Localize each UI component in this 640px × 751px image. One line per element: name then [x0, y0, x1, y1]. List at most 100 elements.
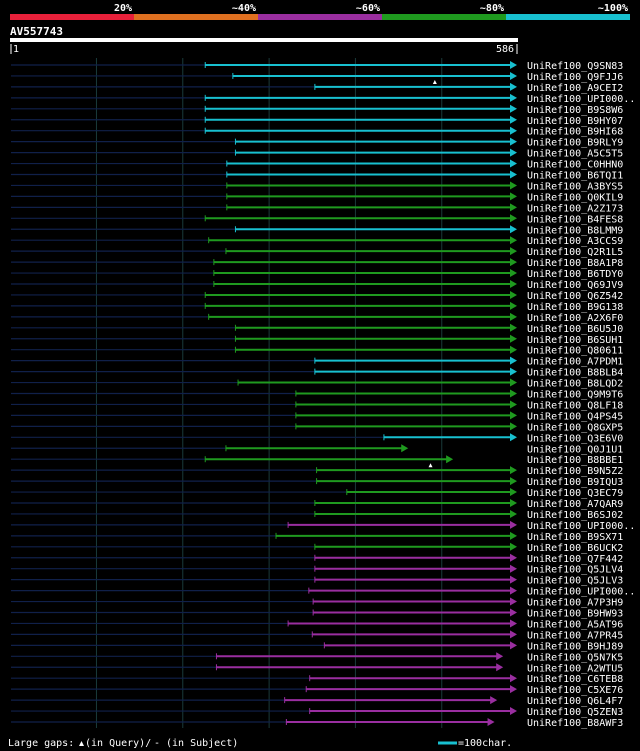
hit-row[interactable]: UniRef100_A5AT96	[11, 619, 623, 630]
hit-row[interactable]: UniRef100_UPI000..	[11, 93, 635, 105]
hit-row[interactable]: UniRef100_Q9SN83	[11, 61, 623, 72]
hit-row[interactable]: UniRef100_A7QAR9	[11, 499, 623, 510]
hit-row[interactable]: UniRef100_Q3EC79	[11, 488, 623, 499]
hit-label[interactable]: UniRef100_B8A1P8	[527, 258, 623, 269]
hit-row[interactable]: UniRef100_Q8LF18	[11, 400, 623, 411]
hit-row[interactable]: UniRef100_B9N5Z2	[11, 466, 623, 477]
hit-label[interactable]: UniRef100_B6UCK2	[527, 543, 623, 554]
hit-label[interactable]: UniRef100_Q0KIL9	[527, 192, 623, 203]
hit-row[interactable]: UniRef100_C6TEB8	[11, 674, 623, 685]
hit-label[interactable]: UniRef100_B4FES8	[527, 214, 623, 225]
hit-row[interactable]: UniRef100_Q3E6V0	[11, 433, 623, 444]
hit-label[interactable]: UniRef100_Q2R1L5	[527, 247, 623, 258]
hit-row[interactable]: UniRef100_B6TDY0	[11, 269, 623, 280]
hit-row[interactable]: UniRef100_A5C5T5	[11, 148, 623, 160]
hit-label[interactable]: UniRef100_UPI000..	[527, 587, 635, 598]
hit-row[interactable]: UniRef100_B6TQI1	[11, 170, 623, 182]
hit-row[interactable]: UniRef100_B9G138	[11, 301, 623, 313]
hit-label[interactable]: UniRef100_B9HY07	[527, 116, 623, 127]
hit-label[interactable]: UniRef100_B8AWF3	[527, 718, 623, 729]
hit-label[interactable]: UniRef100_A3BYS5	[527, 181, 623, 192]
hit-label[interactable]: UniRef100_C0HHN0	[527, 160, 623, 171]
hit-label[interactable]: UniRef100_B9SX71	[527, 532, 623, 543]
hit-label[interactable]: UniRef100_B9IQU3	[527, 477, 623, 488]
hit-row[interactable]: UniRef100_A2X6F0	[11, 312, 623, 324]
hit-row[interactable]: UniRef100_B9IQU3	[11, 477, 623, 488]
hit-label[interactable]: UniRef100_A9CEI2	[527, 83, 623, 94]
hit-label[interactable]: UniRef100_Q3EC79	[527, 488, 623, 499]
hit-row[interactable]: UniRef100_A3CCS9	[11, 236, 623, 247]
hit-label[interactable]: UniRef100_B8LQD2	[527, 379, 623, 390]
hit-row[interactable]: UniRef100_Q6L4F7	[11, 696, 623, 707]
hit-label[interactable]: UniRef100_B9S8W6	[527, 105, 623, 116]
hit-row[interactable]: UniRef100_B9S8W6	[11, 104, 623, 116]
hit-row[interactable]: UniRef100_A2Z173	[11, 203, 623, 214]
hit-label[interactable]: UniRef100_Q6Z542	[527, 291, 623, 302]
hit-label[interactable]: UniRef100_B9N5Z2	[527, 466, 623, 477]
hit-row[interactable]: UniRef100_B6SJ02	[11, 509, 623, 521]
hit-label[interactable]: UniRef100_Q6L4F7	[527, 696, 623, 707]
hit-row[interactable]: UniRef100_B9HJ89	[11, 641, 623, 652]
hit-row[interactable]: UniRef100_B8LMM9	[11, 225, 623, 236]
hit-label[interactable]: UniRef100_Q80611	[527, 346, 623, 357]
hit-label[interactable]: UniRef100_Q9M9T6	[527, 390, 623, 401]
hit-row[interactable]: UniRef100_UPI000..	[11, 520, 635, 532]
hit-row[interactable]: UniRef100_Q80611	[11, 345, 623, 357]
hit-row[interactable]: UniRef100_B6U5J0	[11, 323, 623, 335]
hit-row[interactable]: UniRef100_B9HY07	[11, 115, 623, 127]
hit-label[interactable]: UniRef100_B6SJ02	[527, 510, 623, 521]
hit-row[interactable]: UniRef100_Q9FJJ6	[11, 71, 623, 84]
hit-label[interactable]: UniRef100_B6TDY0	[527, 269, 623, 280]
hit-row[interactable]: UniRef100_Q0KIL9	[11, 192, 623, 203]
hit-row[interactable]: UniRef100_A2WTU5	[11, 663, 623, 674]
hit-row[interactable]: UniRef100_C5XE76	[11, 685, 623, 696]
hit-label[interactable]: UniRef100_B9RLY9	[527, 138, 623, 149]
hit-label[interactable]: UniRef100_A5C5T5	[527, 149, 623, 160]
hit-label[interactable]: UniRef100_Q9FJJ6	[527, 72, 623, 83]
hit-label[interactable]: UniRef100_A5AT96	[527, 619, 623, 630]
hit-label[interactable]: UniRef100_A3CCS9	[527, 236, 623, 247]
hit-label[interactable]: UniRef100_A2Z173	[527, 203, 623, 214]
hit-label[interactable]: UniRef100_Q5ZEN3	[527, 707, 623, 718]
hit-row[interactable]: UniRef100_Q7F442	[11, 553, 623, 565]
hit-label[interactable]: UniRef100_A7PR45	[527, 630, 623, 641]
hit-row[interactable]: UniRef100_B8A1P8	[11, 258, 623, 269]
hit-label[interactable]: UniRef100_B9G138	[527, 302, 623, 313]
hit-row[interactable]: UniRef100_B6UCK2	[11, 542, 623, 554]
hit-label[interactable]: UniRef100_A2WTU5	[527, 663, 623, 674]
hit-row[interactable]: UniRef100_B6SUH1	[11, 334, 623, 346]
hit-label[interactable]: UniRef100_Q9SN83	[527, 61, 623, 72]
hit-label[interactable]: UniRef100_B9HJ89	[527, 641, 623, 652]
hit-label[interactable]: UniRef100_C5XE76	[527, 685, 623, 696]
hit-row[interactable]: UniRef100_B9SX71	[11, 531, 623, 543]
hit-row[interactable]: UniRef100_B4FES8	[11, 214, 623, 225]
hit-label[interactable]: UniRef100_Q8GXP5	[527, 422, 623, 433]
hit-label[interactable]: UniRef100_C6TEB8	[527, 674, 623, 685]
hit-label[interactable]: UniRef100_UPI000..	[527, 94, 635, 105]
hit-row[interactable]: UniRef100_Q4PS45	[11, 411, 623, 422]
hit-label[interactable]: UniRef100_Q7F442	[527, 554, 623, 565]
hit-row[interactable]: UniRef100_A9CEI2	[11, 82, 623, 94]
hit-row[interactable]: UniRef100_B9RLY9	[11, 137, 623, 149]
hit-label[interactable]: UniRef100_B8LMM9	[527, 225, 623, 236]
hit-label[interactable]: UniRef100_Q0J1U1	[527, 444, 623, 455]
hit-label[interactable]: UniRef100_A7QAR9	[527, 499, 623, 510]
hit-row[interactable]: UniRef100_A7PR45	[11, 630, 623, 641]
hit-row[interactable]: UniRef100_B8BBE1	[11, 455, 623, 468]
hit-row[interactable]: UniRef100_Q69JV9	[11, 280, 623, 291]
hit-row[interactable]: UniRef100_B9HI68	[11, 126, 623, 138]
hit-label[interactable]: UniRef100_B9HI68	[527, 127, 623, 138]
hit-row[interactable]: UniRef100_Q5JLV3	[11, 575, 623, 587]
hit-label[interactable]: UniRef100_Q5JLV3	[527, 576, 623, 587]
hit-label[interactable]: UniRef100_Q69JV9	[527, 280, 623, 291]
hit-label[interactable]: UniRef100_B9HW93	[527, 609, 623, 620]
hit-label[interactable]: UniRef100_Q5N7K5	[527, 652, 623, 663]
hit-row[interactable]: UniRef100_A3BYS5	[11, 181, 623, 192]
hit-label[interactable]: UniRef100_Q5JLV4	[527, 565, 623, 576]
hit-label[interactable]: UniRef100_UPI000..	[527, 521, 635, 532]
hit-row[interactable]: UniRef100_B8BLB4	[11, 367, 623, 379]
hit-label[interactable]: UniRef100_A7PDM1	[527, 357, 623, 368]
hit-label[interactable]: UniRef100_B6U5J0	[527, 324, 623, 335]
hit-label[interactable]: UniRef100_A7P3H9	[527, 598, 623, 609]
hit-row[interactable]: UniRef100_Q2R1L5	[11, 247, 623, 258]
